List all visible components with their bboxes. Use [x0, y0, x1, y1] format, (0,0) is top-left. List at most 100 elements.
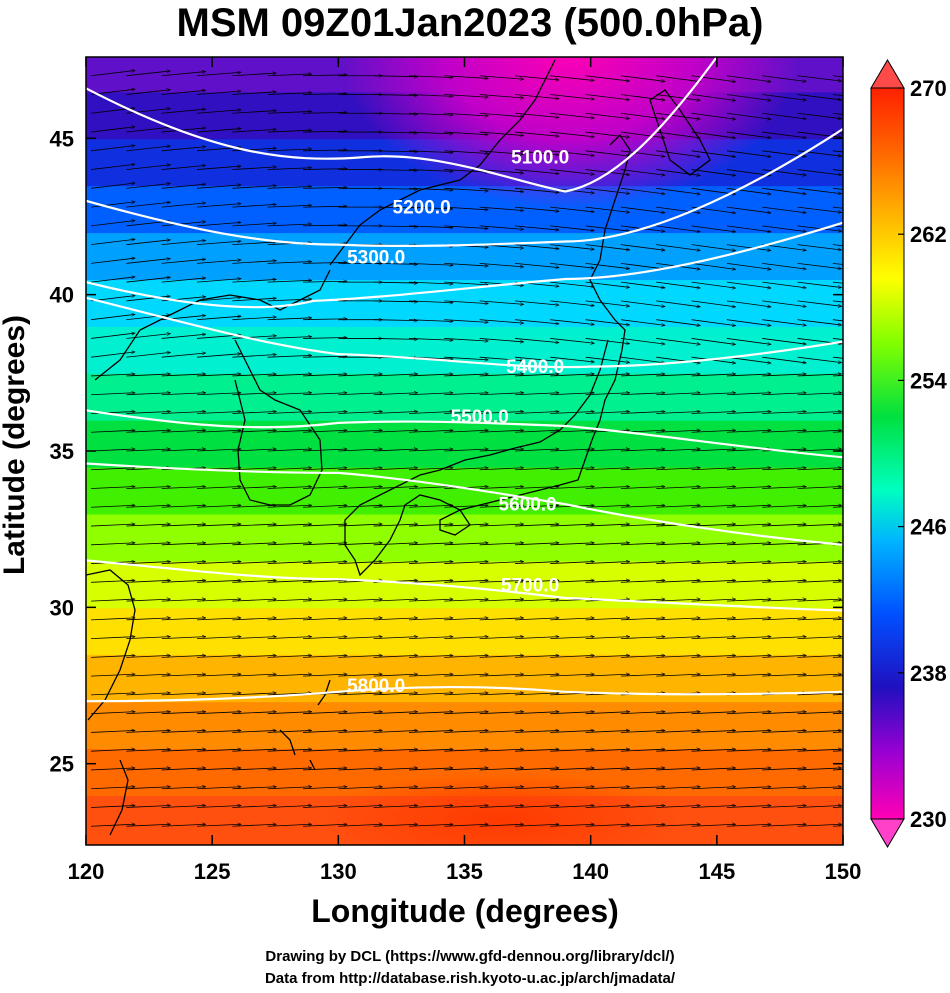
- wind-arrow: [232, 824, 276, 827]
- contour-line: [86, 127, 843, 247]
- wind-arrow: [726, 112, 771, 119]
- wind-arrow: [232, 693, 276, 696]
- wind-arrow: [302, 618, 347, 621]
- wind-arrow: [408, 599, 453, 602]
- wind-arrow: [832, 694, 843, 696]
- wind-arrow: [514, 805, 559, 808]
- wind-arrow: [479, 655, 524, 658]
- wind-arrow: [797, 262, 842, 268]
- wind-arrow: [479, 712, 524, 715]
- wind-arrow: [797, 169, 842, 175]
- wind-arrow: [762, 262, 806, 269]
- wind-arrow: [444, 449, 488, 452]
- wind-arrow: [408, 206, 453, 209]
- wind-arrow: [479, 768, 524, 771]
- wind-arrow: [832, 618, 843, 621]
- wind-arrow: [514, 599, 559, 602]
- wind-arrow: [832, 656, 843, 658]
- wind-arrow: [267, 130, 312, 133]
- wind-arrow: [762, 524, 806, 527]
- wind-arrow: [161, 487, 206, 489]
- wind-arrow: [232, 298, 276, 302]
- wind-arrow: [479, 75, 524, 79]
- wind-arrow: [197, 505, 241, 508]
- wind-arrow: [762, 787, 806, 790]
- wind-arrow: [832, 750, 843, 752]
- wind-arrow: [408, 505, 453, 508]
- wind-arrow: [408, 468, 453, 471]
- wind-arrow: [196, 241, 241, 246]
- wind-arrow: [550, 300, 594, 306]
- wind-arrow: [338, 712, 382, 715]
- wind-arrow: [656, 674, 700, 677]
- wind-arrow: [373, 95, 418, 96]
- wind-arrow: [338, 824, 382, 827]
- wind-arrow: [832, 600, 843, 602]
- wind-arrow: [832, 487, 843, 489]
- wind-arrow: [656, 805, 700, 808]
- wind-arrow: [302, 468, 347, 471]
- wind-arrow: [832, 206, 843, 209]
- wind-arrow: [197, 768, 241, 771]
- wind-arrow: [232, 562, 276, 564]
- wind-arrow: [832, 150, 843, 153]
- wind-arrow: [514, 319, 559, 324]
- wind-arrow: [656, 225, 700, 232]
- wind-arrow: [232, 487, 276, 489]
- wind-arrow: [479, 319, 524, 323]
- wind-arrow: [585, 244, 630, 250]
- wind-arrow: [232, 204, 276, 208]
- wind-arrow: [762, 768, 806, 771]
- wind-arrow: [656, 712, 700, 715]
- wind-arrow: [656, 169, 700, 176]
- wind-arrow: [302, 562, 347, 564]
- wind-arrow: [302, 393, 347, 396]
- y-tick-label: 25: [50, 752, 74, 777]
- wind-arrow: [91, 618, 135, 621]
- wind-arrow: [479, 225, 524, 229]
- wind-arrow: [762, 169, 806, 176]
- wind-arrow: [691, 131, 736, 138]
- wind-arrow: [232, 261, 276, 264]
- wind-arrow: [338, 805, 382, 808]
- wind-arrow: [656, 300, 700, 307]
- wind-arrow: [408, 281, 453, 284]
- wind-arrow: [514, 75, 559, 80]
- wind-arrow: [832, 581, 843, 583]
- wind-arrow: [126, 334, 170, 339]
- wind-arrow: [444, 206, 488, 210]
- contour-labels: 5100.0 5200.0 5300.0 5400.0 5500.0 5600.0 5700…: [347, 147, 569, 696]
- wind-arrow: [302, 655, 347, 658]
- wind-arrow: [797, 319, 842, 325]
- wind-arrow: [126, 637, 170, 640]
- wind-arrow: [656, 281, 700, 288]
- wind-arrow: [691, 411, 736, 414]
- wind-arrow: [196, 316, 241, 321]
- wind-arrow: [762, 468, 806, 471]
- wind-arrow: [762, 430, 806, 433]
- wind-arrow: [232, 768, 276, 771]
- wind-arrow: [126, 618, 170, 621]
- wind-arrow: [479, 487, 524, 489]
- wind-arrow: [585, 206, 630, 212]
- wind-arrow: [762, 543, 806, 546]
- wind-arrow: [373, 487, 418, 489]
- wind-arrow: [90, 70, 135, 77]
- wind-arrow: [726, 674, 771, 677]
- wind-arrow: [832, 431, 843, 433]
- wind-arrow: [126, 712, 170, 715]
- wind-arrow: [762, 319, 806, 326]
- wind-arrow: [126, 787, 170, 790]
- wind-arrow: [656, 393, 700, 396]
- chart-title: MSM 09Z01Jan2023 (500.0hPa): [176, 1, 764, 45]
- wind-arrow: [726, 94, 771, 101]
- wind-arrow: [232, 599, 276, 602]
- wind-arrow: [832, 244, 843, 247]
- wind-arrow: [832, 356, 843, 359]
- wind-arrow: [726, 187, 771, 194]
- wind-arrow: [585, 75, 630, 81]
- wind-arrow: [479, 374, 524, 377]
- wind-arrow: [90, 258, 135, 264]
- wind-arrow: [479, 599, 524, 602]
- wind-arrow: [762, 112, 806, 119]
